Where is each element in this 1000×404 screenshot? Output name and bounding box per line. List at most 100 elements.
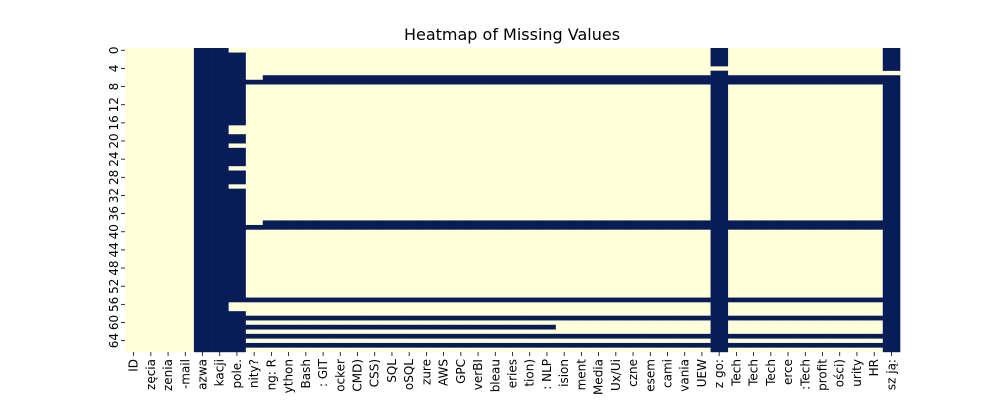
missing-cell-block xyxy=(486,342,505,348)
y-tick-label: 32 xyxy=(107,188,121,203)
missing-cell-block xyxy=(710,70,729,353)
missing-cell-block xyxy=(796,315,815,321)
missing-cell-block xyxy=(607,315,625,321)
missing-cell-block xyxy=(796,333,815,339)
missing-cell-block xyxy=(693,75,711,85)
missing-cell-block xyxy=(486,220,505,230)
missing-cell-block xyxy=(555,315,574,321)
missing-cell-block xyxy=(280,75,298,85)
missing-cell-block xyxy=(417,333,436,339)
missing-cell-block xyxy=(245,297,264,303)
missing-cell-block xyxy=(693,333,711,339)
missing-cell-block xyxy=(348,324,367,330)
missing-cell-block xyxy=(813,75,832,85)
missing-cell-block xyxy=(607,342,625,348)
x-tick-label: :Tech xyxy=(798,359,812,390)
missing-cell-block xyxy=(624,333,642,339)
missing-cell-block xyxy=(262,342,281,348)
missing-cell-block xyxy=(366,75,384,85)
missing-cell-block xyxy=(745,297,763,303)
missing-cell-block xyxy=(331,342,350,348)
missing-cell-block xyxy=(228,147,246,167)
x-tick-label: z go: xyxy=(712,359,726,388)
missing-cell-block xyxy=(745,333,763,339)
missing-cell-block xyxy=(865,333,884,339)
missing-cell-block xyxy=(538,220,556,230)
missing-cell-block xyxy=(521,333,539,339)
missing-cell-block xyxy=(193,48,212,353)
y-tick-label: 0 xyxy=(107,46,121,54)
missing-cell-block xyxy=(503,297,522,303)
missing-cell-block xyxy=(452,75,470,85)
x-tick-label: kacji xyxy=(213,359,227,386)
missing-cell-block xyxy=(727,342,746,348)
y-tick-label: 48 xyxy=(107,260,121,275)
missing-cell-block xyxy=(693,220,711,230)
y-tick-label: 40 xyxy=(107,224,121,239)
missing-cell-block xyxy=(607,220,625,230)
x-tick-label: bleau xyxy=(488,359,502,392)
missing-cell-block xyxy=(641,333,660,339)
missing-cell-block xyxy=(762,220,780,230)
missing-cell-block xyxy=(676,220,694,230)
x-tick-label: -mail xyxy=(178,359,192,389)
x-tick-label: zure xyxy=(419,359,433,385)
missing-cell-block xyxy=(762,315,780,321)
missing-cell-block xyxy=(245,315,264,321)
missing-cell-block xyxy=(503,315,522,321)
missing-cell-block xyxy=(538,315,556,321)
missing-cell-block xyxy=(469,342,487,348)
missing-cell-block xyxy=(538,75,556,85)
x-tick-label: nity? xyxy=(247,359,261,388)
missing-cell-block xyxy=(658,333,677,339)
missing-cell-block xyxy=(435,297,453,303)
x-tick-label: cami xyxy=(661,359,675,388)
missing-cell-block xyxy=(590,315,608,321)
missing-cell-block xyxy=(366,342,384,348)
missing-cell-block xyxy=(693,297,711,303)
missing-cell-block xyxy=(624,297,642,303)
missing-cell-block xyxy=(521,342,539,348)
missing-cell-block xyxy=(745,220,763,230)
missing-cell-block xyxy=(727,75,746,85)
missing-cell-block xyxy=(572,315,591,321)
missing-cell-block xyxy=(865,297,884,303)
missing-cell-block xyxy=(228,170,246,185)
missing-cell-block xyxy=(727,333,746,339)
missing-cell-block xyxy=(383,75,401,85)
missing-cell-block xyxy=(280,315,298,321)
missing-cell-block xyxy=(762,75,780,85)
x-tick-label: oSQL xyxy=(402,359,416,390)
missing-cell-block xyxy=(314,297,332,303)
missing-cell-block xyxy=(245,342,264,348)
missing-cell-block xyxy=(245,324,264,330)
missing-cell-block xyxy=(521,324,539,330)
missing-cell-block xyxy=(813,297,832,303)
x-tick-label: ocker xyxy=(333,359,347,392)
missing-cell-block xyxy=(590,342,608,348)
missing-cell-block xyxy=(452,315,470,321)
x-tick-label: SQL xyxy=(385,359,399,383)
missing-cell-block xyxy=(503,324,522,330)
y-tick-label: 60 xyxy=(107,315,121,330)
missing-cell-block xyxy=(848,342,866,348)
missing-cell-block xyxy=(400,315,419,321)
missing-cell-block xyxy=(762,333,780,339)
missing-cell-block xyxy=(710,48,729,67)
missing-cell-block xyxy=(831,342,849,348)
missing-cell-block xyxy=(503,342,522,348)
missing-cell-block xyxy=(400,324,419,330)
missing-cell-block xyxy=(262,333,281,339)
missing-cell-block xyxy=(314,315,332,321)
missing-cell-block xyxy=(624,75,642,85)
y-tick-label: 28 xyxy=(107,170,121,185)
missing-cell-block xyxy=(521,315,539,321)
missing-cell-block xyxy=(366,220,384,230)
missing-cell-block xyxy=(245,79,264,85)
missing-cell-block xyxy=(555,75,574,85)
missing-cell-block xyxy=(331,324,350,330)
missing-cell-block xyxy=(813,333,832,339)
x-tick-label: Tech xyxy=(764,359,778,387)
missing-cell-block xyxy=(882,75,901,353)
